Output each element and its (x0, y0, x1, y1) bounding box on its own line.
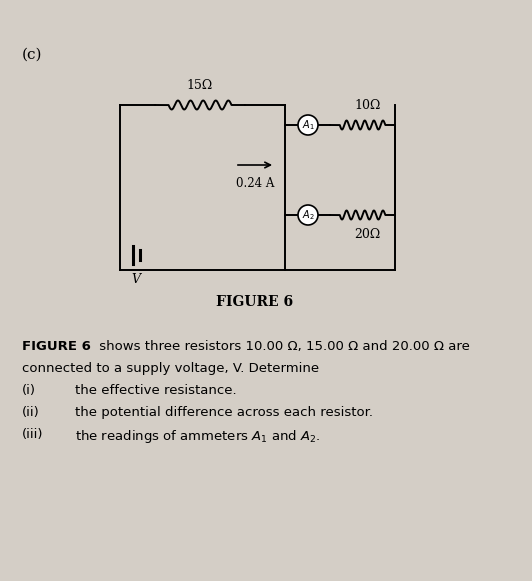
Text: $A_2$: $A_2$ (302, 208, 314, 222)
Text: the readings of ammeters $A_1$ and $A_2$.: the readings of ammeters $A_1$ and $A_2$… (75, 428, 320, 445)
Text: (i): (i) (22, 384, 36, 397)
Text: (c): (c) (22, 48, 43, 62)
Text: 15Ω: 15Ω (187, 79, 213, 92)
Circle shape (298, 115, 318, 135)
Text: the effective resistance.: the effective resistance. (75, 384, 237, 397)
Text: FIGURE 6: FIGURE 6 (22, 340, 91, 353)
Text: the potential difference across each resistor.: the potential difference across each res… (75, 406, 373, 419)
Circle shape (298, 205, 318, 225)
Text: (iii): (iii) (22, 428, 44, 441)
Text: FIGURE 6: FIGURE 6 (217, 295, 294, 309)
Text: V: V (131, 273, 140, 286)
Text: (ii): (ii) (22, 406, 40, 419)
Text: connected to a supply voltage, V. Determine: connected to a supply voltage, V. Determ… (22, 362, 319, 375)
Text: 0.24 A: 0.24 A (236, 177, 274, 190)
Text: shows three resistors 10.00 Ω, 15.00 Ω and 20.00 Ω are: shows three resistors 10.00 Ω, 15.00 Ω a… (95, 340, 470, 353)
Text: 10Ω: 10Ω (354, 99, 381, 112)
Text: $A_1$: $A_1$ (302, 118, 314, 132)
Text: 20Ω: 20Ω (354, 228, 380, 241)
